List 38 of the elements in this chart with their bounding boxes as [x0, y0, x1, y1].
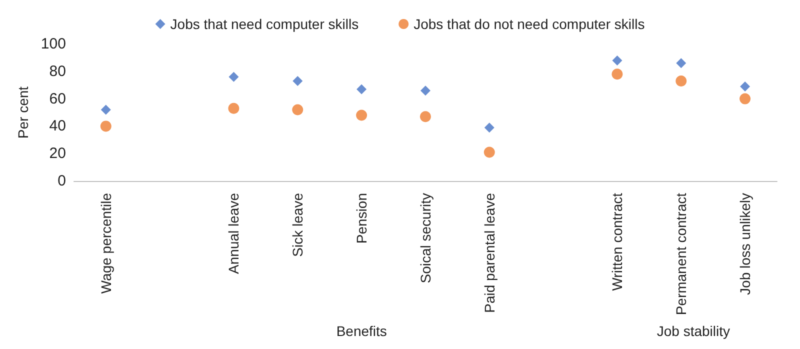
- point: [100, 120, 112, 132]
- x-tick-label: Wage percentile: [98, 192, 114, 294]
- point: [356, 110, 368, 121]
- x-tick-label: Paid parental leave: [481, 192, 498, 313]
- x-tick-label: Pension: [354, 193, 370, 244]
- y-tick-label: 40: [49, 118, 66, 135]
- x-tick-label: Annual leave: [226, 192, 242, 274]
- point: [484, 146, 495, 158]
- text: Job stability: [656, 323, 730, 339]
- point: [228, 102, 240, 114]
- x-tick-label: Written contract: [609, 192, 626, 291]
- y-tick-label: 100: [40, 36, 66, 52]
- point: [356, 84, 367, 94]
- y-tick-label: 80: [49, 62, 66, 80]
- point: [740, 81, 750, 92]
- point: [612, 68, 623, 80]
- point: [228, 72, 239, 82]
- x-tick-label: Permanent contract: [673, 192, 690, 316]
- point: [420, 111, 431, 122]
- text: Benefits: [336, 323, 387, 339]
- y-tick-label: 0: [58, 172, 66, 190]
- point: [100, 104, 111, 115]
- point: [484, 122, 494, 133]
- y-tick-label: 20: [49, 145, 66, 162]
- point: [676, 75, 687, 86]
- y-axis-title: Per cent: [15, 86, 31, 139]
- point: [676, 58, 686, 68]
- point: [740, 93, 751, 104]
- x-tick-label: Job loss unlikely: [737, 193, 754, 295]
- legend-label: Jobs that need computer skills: [170, 16, 359, 32]
- legend-label: Jobs that do not need computer skills: [414, 16, 645, 32]
- x-tick-label: Sick leave: [290, 192, 306, 257]
- x-tick-label: Soical security: [417, 193, 434, 284]
- point: [612, 55, 622, 66]
- point: [420, 86, 430, 96]
- point: [292, 104, 304, 116]
- point: [292, 76, 303, 86]
- y-tick-label: 60: [49, 90, 66, 108]
